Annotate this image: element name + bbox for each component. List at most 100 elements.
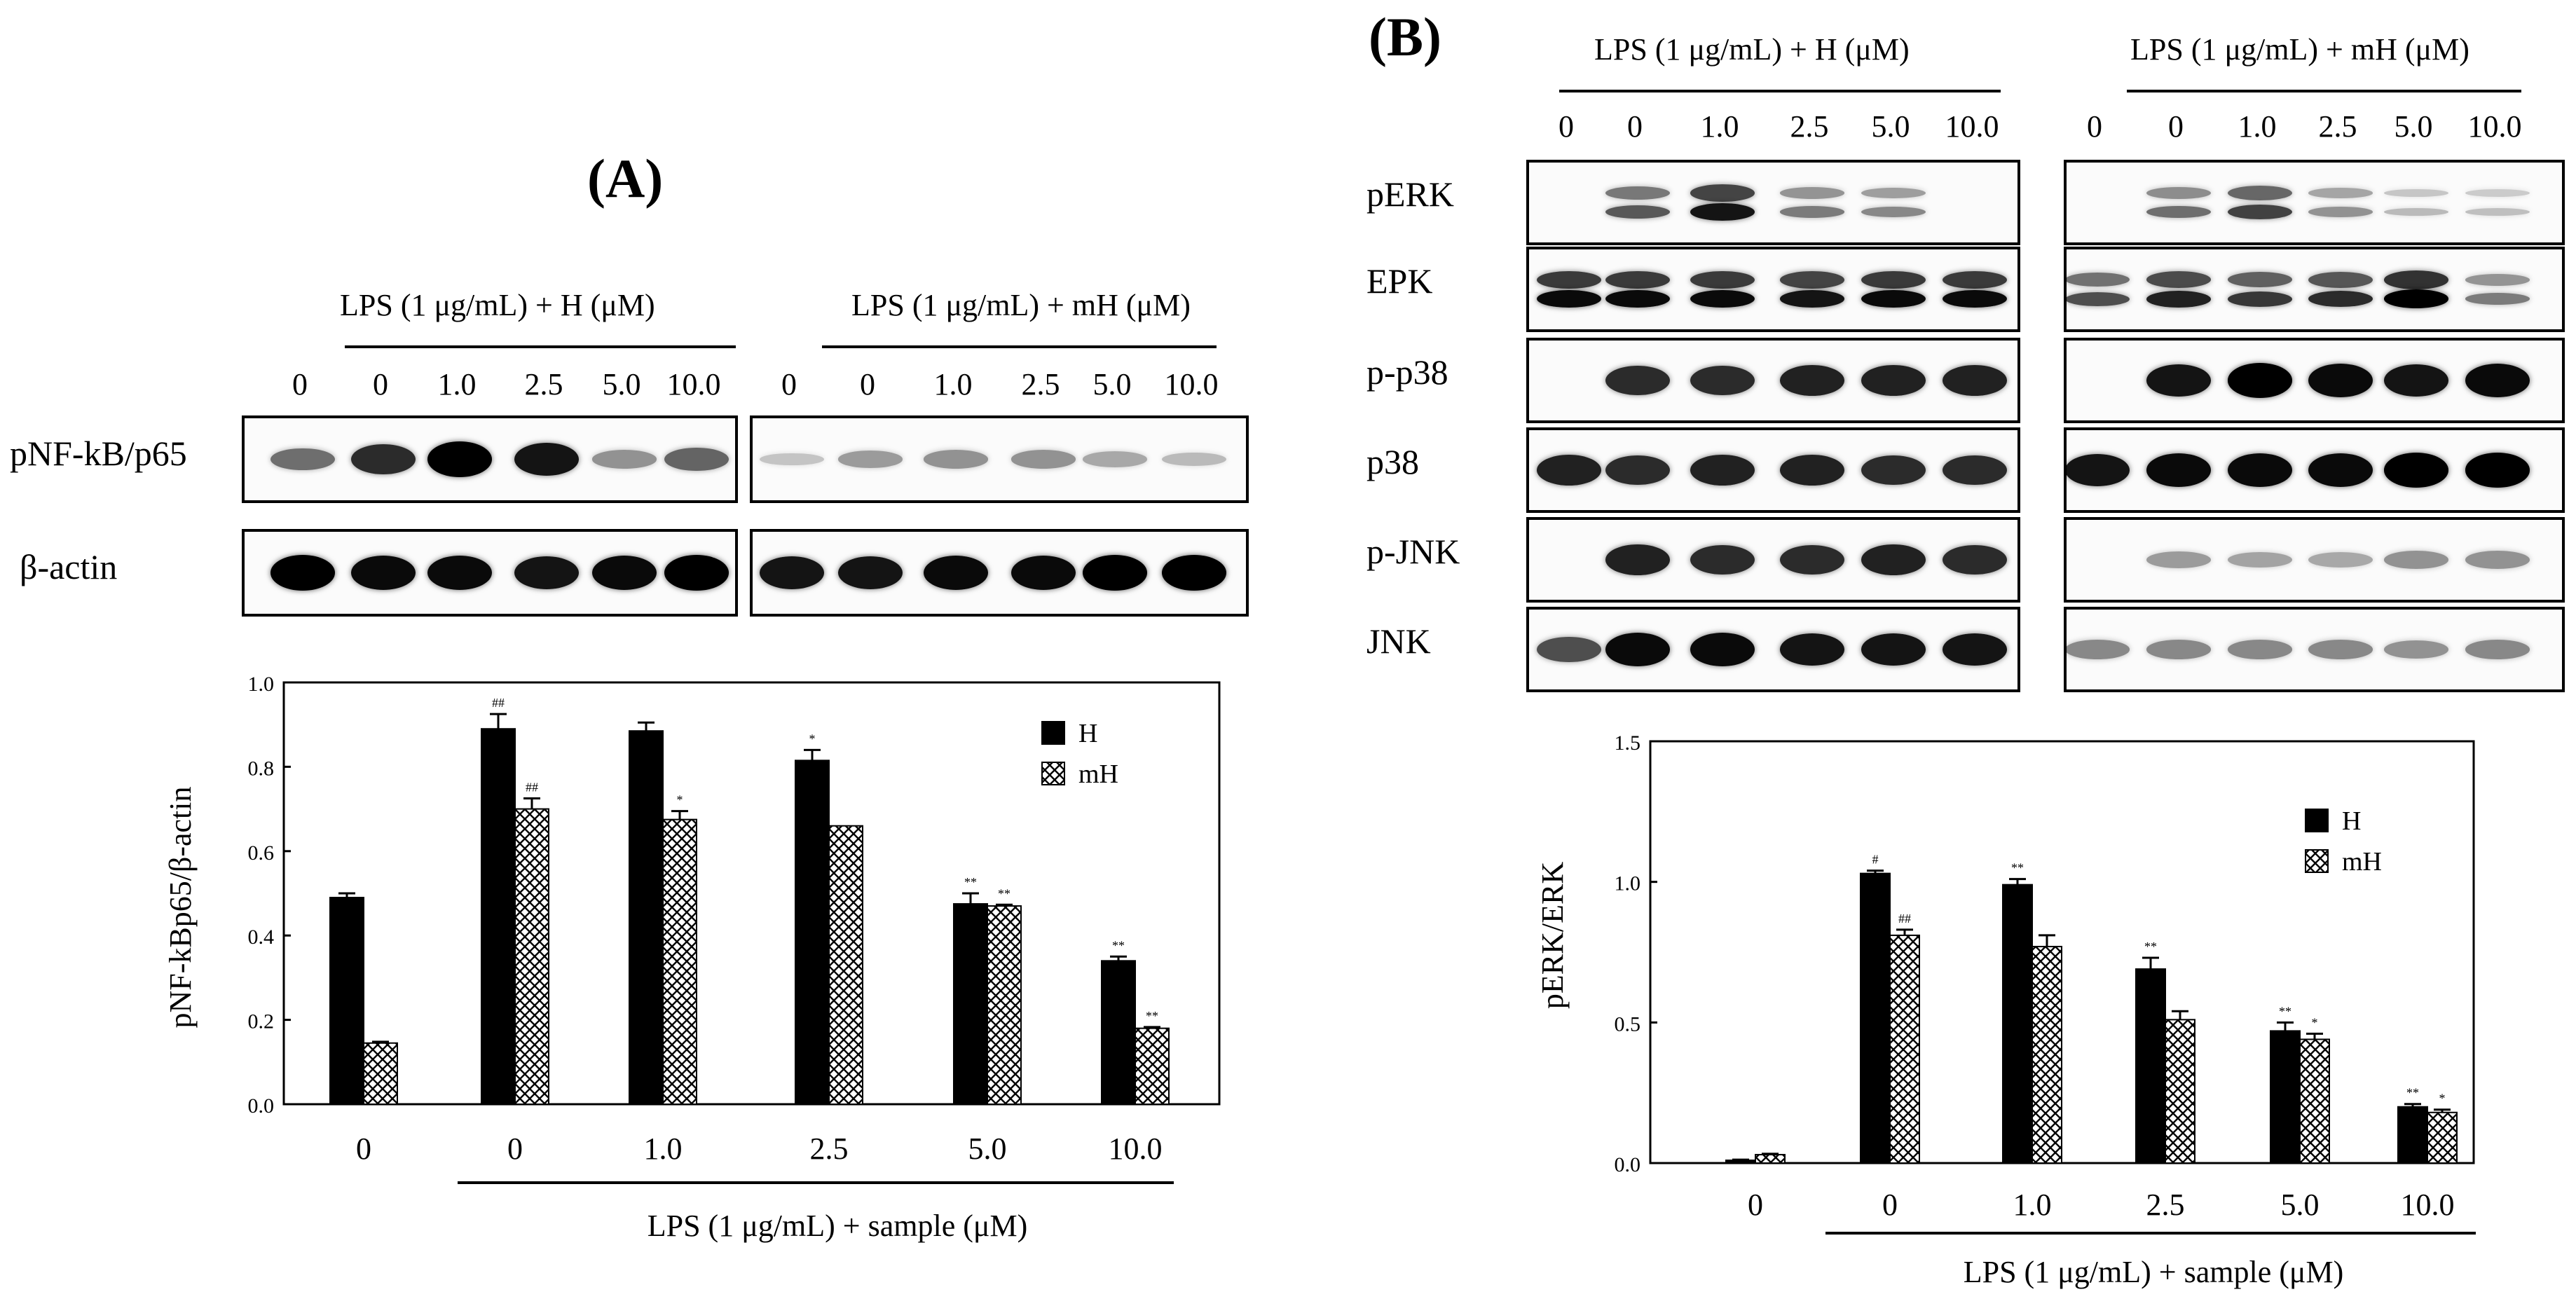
blot-actin-mh-band <box>760 556 824 589</box>
panel-b-mh-lane-5: 10.0 <box>2467 109 2522 144</box>
chart-b-x-axis-title: LPS (1 μg/mL) + sample (μM) <box>1964 1255 2344 1289</box>
blot-pnfkb-mh-band <box>838 451 903 468</box>
blot-actin-mh-band <box>924 556 988 590</box>
chart-b-bar-mh-0 <box>1755 1153 1786 1164</box>
chart-a-legend-swatch-h <box>1041 721 1065 745</box>
blot-perk-h-band <box>1861 206 1926 218</box>
blot-perk-mh-band <box>2308 188 2373 198</box>
panel-b-blot-label-1: EPK <box>1366 261 1433 301</box>
blot-actin-h-band <box>592 556 657 590</box>
blot-p-jnk-mh-band <box>2228 551 2292 568</box>
blot-p38-h-band <box>1943 455 2007 485</box>
blot-p38-h <box>1526 427 2020 513</box>
blot-perk-mh-band <box>2384 188 2448 197</box>
panel-b-h-lane-0: 0 <box>1558 109 1574 144</box>
chart-a-legend-label-h: H <box>1078 719 1097 748</box>
panel-a-blot-label-actin: β-actin <box>20 547 118 586</box>
blot-pnfkb-h <box>242 415 738 503</box>
panel-b-h-lane-5: 10.0 <box>1945 109 1999 144</box>
blot-jnk-h <box>1526 607 2020 692</box>
chart-a-category-label: 10.0 <box>1109 1132 1163 1166</box>
panel-a-mh-lane-5: 10.0 <box>1164 367 1219 401</box>
chart-b-ytick-label: 1.5 <box>1615 731 1641 755</box>
blot-perk-mh-band <box>2465 188 2530 197</box>
chart-a-bar-mh-4 <box>987 905 1022 1106</box>
chart-b-significance-mark: * <box>2312 1015 2318 1029</box>
chart-a-ytick-label: 0.6 <box>248 841 275 865</box>
blot-epk-h-band <box>1537 289 1601 308</box>
blot-p38-h-band <box>1605 455 1670 485</box>
panel-b-header-mh-line <box>2127 90 2521 92</box>
chart-b-bar-mh-3 <box>2165 1019 2195 1164</box>
panel-b-label: (B) <box>1369 6 1441 67</box>
chart-b-category-label: 2.5 <box>2146 1188 2185 1222</box>
panel-a-mh-lane-0: 0 <box>781 367 797 401</box>
chart-b-ytick-label: 0.5 <box>1615 1012 1641 1036</box>
chart-b-category-label: 1.0 <box>2013 1188 2052 1222</box>
chart-a-ytick-label: 0.8 <box>248 757 275 780</box>
chart-b-category-label: 0 <box>1748 1188 1763 1222</box>
chart-a-plot-frame <box>282 681 1221 1106</box>
panel-b-blot-label-3: p38 <box>1366 442 1419 481</box>
blot-epk-mh-band <box>2384 289 2448 308</box>
chart-b-bar-h-4 <box>2270 1030 2301 1164</box>
panel-b-header-mh: LPS (1 μg/mL) + mH (μM) <box>2130 32 2469 67</box>
blot-perk-mh <box>2064 160 2565 245</box>
blot-perk-h-band <box>1780 206 1844 218</box>
panel-b-mh-lane-0: 0 <box>2087 109 2102 144</box>
chart-b-legend-label-h: H <box>2342 806 2361 836</box>
blot-pnfkb-h-band <box>592 450 657 469</box>
blot-p-p38-mh <box>2064 338 2565 423</box>
chart-b-category-label: 10.0 <box>2401 1188 2455 1222</box>
blot-pnfkb-h-band <box>351 444 416 475</box>
chart-a-ytick-label: 0.2 <box>248 1010 275 1033</box>
blot-pnfkb-mh-band <box>1011 450 1076 469</box>
blot-p38-mh-band <box>2146 453 2211 487</box>
blot-p38-mh-band <box>2308 453 2373 487</box>
panel-b-h-lane-4: 5.0 <box>1871 109 1910 144</box>
blot-actin-mh-band <box>1083 555 1147 591</box>
blot-p-jnk-mh-band <box>2146 551 2211 568</box>
blot-perk-h-band <box>1605 205 1670 219</box>
panel-b-mh-lane-1: 0 <box>2168 109 2184 144</box>
blot-p-jnk-h <box>1526 517 2020 603</box>
blot-jnk-h-band <box>1690 633 1755 666</box>
blot-p-jnk-h-band <box>1690 545 1755 575</box>
blot-actin-h-band <box>427 556 492 590</box>
blot-epk-mh-band <box>2146 290 2211 308</box>
blot-epk-mh-band <box>2067 273 2130 287</box>
blot-epk-h-band <box>1780 290 1844 308</box>
blot-p-jnk-mh-band <box>2384 551 2448 569</box>
chart-b-bar-h-1 <box>1860 872 1891 1164</box>
chart-b-bar-h-3 <box>2135 968 2166 1164</box>
chart-a-significance-mark: ** <box>998 886 1010 900</box>
chart-b-bar-mh-2 <box>2032 945 2062 1164</box>
blot-p38-h-band <box>1690 455 1755 486</box>
chart-a-category-label: 0 <box>356 1132 371 1166</box>
blot-pnfkb-mh <box>750 415 1249 503</box>
chart-a-legend-label-mh: mH <box>1078 759 1118 789</box>
blot-actin-h-band <box>351 556 416 590</box>
panel-b-mh-lane-3: 2.5 <box>2318 109 2357 144</box>
blot-perk-h-band <box>1690 203 1755 221</box>
blot-epk-h-band <box>1690 270 1755 289</box>
blot-p38-h-band <box>1537 455 1601 486</box>
panel-a-h-lane-4: 5.0 <box>602 367 641 401</box>
blot-p-p38-mh-band <box>2465 364 2530 397</box>
blot-epk-h-band <box>1780 271 1844 289</box>
blot-pnfkb-mh-band <box>924 450 988 469</box>
chart-b-legend-swatch-h <box>2305 809 2329 832</box>
blot-epk-mh-band <box>2465 293 2530 305</box>
panel-a-mh-lane-2: 1.0 <box>933 367 973 401</box>
blot-p-p38-h-band <box>1690 366 1755 395</box>
blot-perk-mh-band <box>2228 205 2292 220</box>
chart-a-bar-h-5 <box>1101 960 1136 1105</box>
panel-a-h-lane-5: 10.0 <box>666 367 721 401</box>
blot-p38-mh <box>2064 427 2565 513</box>
chart-b-category-label: 5.0 <box>2281 1188 2320 1222</box>
blot-epk-mh-band <box>2384 270 2448 289</box>
panel-a-h-lane-3: 2.5 <box>524 367 563 401</box>
chart-a-ytick-label: 0.4 <box>248 926 275 949</box>
blot-epk-h-band <box>1861 289 1926 308</box>
blot-p-jnk-h-band <box>1861 544 1926 575</box>
